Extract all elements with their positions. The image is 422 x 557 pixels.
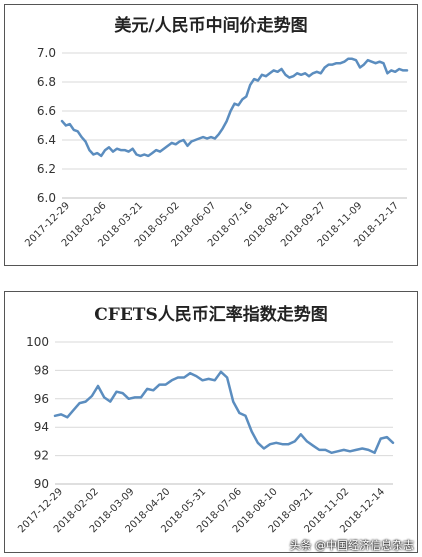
y-tick-label: 92 — [34, 449, 49, 463]
cfets-index-chart-panel: CFETS人民币汇率指数走势图 90 92 94 96 98 100 2017-12-29 2… — [4, 291, 418, 553]
y-tick-label: 6.2 — [37, 162, 56, 176]
y-tick-label: 7.0 — [37, 46, 56, 60]
series-line — [53, 370, 395, 455]
y-tick-label: 98 — [34, 363, 49, 377]
chart-title: CFETS人民币汇率指数走势图 — [94, 305, 328, 325]
series-line — [60, 57, 409, 158]
usd-cny-line-chart: 6.06.26.46.66.87.02017-12-292018-02-0620… — [23, 46, 409, 249]
usd-cny-chart-panel: 美元/人民币中间价走势图 6.0 6.2 6.4 6.6 6.8 7.0 2017-12-2… — [4, 4, 418, 266]
y-tick-label: 6.6 — [37, 104, 56, 118]
y-tick-label: 6.0 — [37, 191, 56, 205]
watermark: 头条 @中国经济信息杂志 — [289, 539, 415, 552]
y-tick-label: 96 — [34, 392, 49, 406]
y-tick-label: 90 — [34, 477, 49, 491]
chart-title: 美元/人民币中间价走势图 — [114, 16, 308, 36]
y-tick-label: 6.8 — [37, 75, 56, 89]
y-tick-label: 100 — [26, 335, 49, 349]
y-tick-label: 94 — [34, 420, 49, 434]
cfets-index-line-chart: 90929496981002017-12-292018-02-022018-03… — [16, 335, 395, 535]
y-tick-label: 6.4 — [37, 133, 56, 147]
